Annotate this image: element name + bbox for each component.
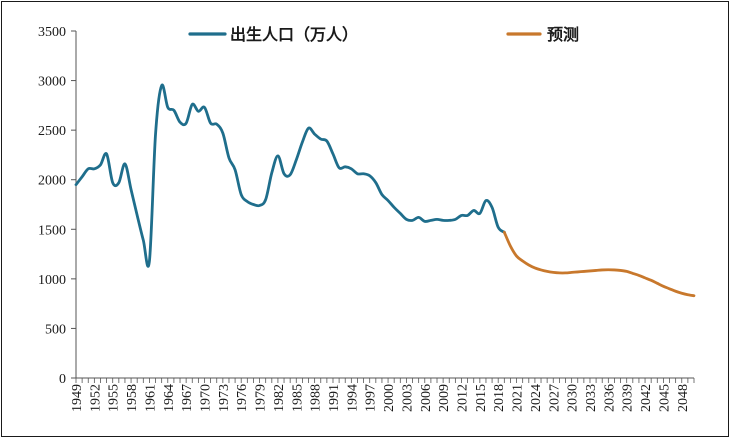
y-tick-label: 1000 [38, 273, 66, 288]
x-tick-label: 1997 [364, 384, 379, 412]
x-tick-label: 1991 [327, 384, 342, 412]
x-tick-label: 1955 [107, 384, 122, 412]
x-tick-label: 2018 [492, 384, 507, 412]
x-tick-label: 1985 [290, 384, 305, 412]
series-line-forecast [502, 230, 696, 298]
y-tick-label: 1500 [38, 223, 66, 238]
x-tick-label: 2006 [419, 384, 434, 412]
x-tick-label: 2039 [621, 384, 636, 412]
x-tick-label: 1967 [180, 384, 195, 412]
legend-label-forecast: 预测 [547, 25, 579, 44]
x-tick-label: 2033 [584, 384, 599, 412]
x-tick-label: 1979 [254, 384, 269, 412]
x-tick-label: 1988 [309, 384, 324, 412]
x-tick-label: 1961 [143, 384, 158, 412]
x-tick-label: 2042 [639, 384, 654, 412]
y-tick-label: 2000 [38, 174, 66, 189]
x-tick-label: 2003 [400, 384, 415, 412]
x-tick-label: 1949 [70, 384, 85, 412]
x-tick-label: 2027 [547, 384, 562, 412]
legend-label-births: 出生人口（万人） [230, 25, 358, 44]
x-tick-label: 2048 [676, 384, 691, 412]
x-tick-label: 1973 [217, 384, 232, 412]
x-tick-label: 2009 [437, 384, 452, 412]
x-tick-label: 1958 [125, 384, 140, 412]
x-tick-label: 1976 [235, 384, 250, 412]
y-tick-label: 0 [59, 372, 66, 387]
series-line-births [74, 83, 506, 268]
x-tick-label: 2021 [511, 384, 526, 412]
x-tick-label: 2045 [657, 384, 672, 412]
legend: 出生人口（万人） 预测 [188, 25, 579, 44]
x-tick-label: 2000 [382, 384, 397, 412]
y-tick-label: 2500 [38, 124, 66, 139]
x-tick-label: 2036 [602, 384, 617, 412]
x-tick-label: 2024 [529, 384, 544, 412]
x-tick-label: 2015 [474, 384, 489, 412]
x-tick-label: 1952 [88, 384, 103, 412]
x-tick-label: 1982 [272, 384, 287, 412]
y-tick-label: 500 [45, 322, 66, 337]
x-tick-label: 1994 [345, 384, 360, 412]
y-tick-label: 3000 [38, 75, 66, 90]
x-tick-label: 1964 [162, 384, 177, 412]
x-tick-label: 1970 [198, 384, 213, 412]
x-tick-label: 2030 [566, 384, 581, 412]
y-tick-label: 3500 [38, 25, 66, 40]
x-tick-label: 2012 [455, 384, 470, 412]
